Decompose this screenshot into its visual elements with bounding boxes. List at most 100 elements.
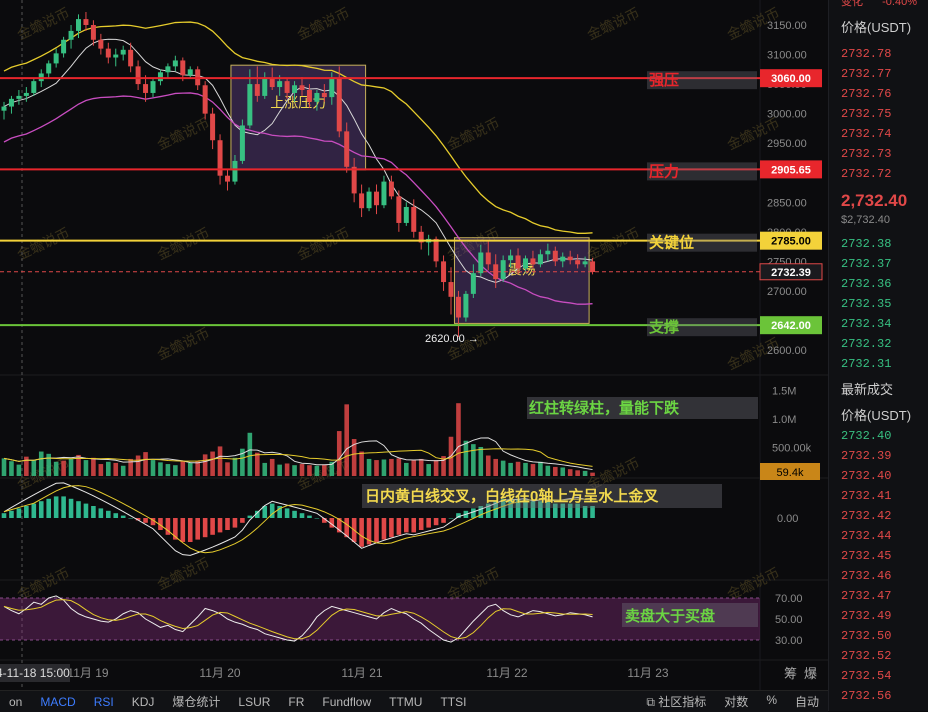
volume-bar (98, 464, 104, 476)
ask-price[interactable]: 2732.74 (841, 127, 892, 141)
volume-bar (61, 460, 66, 476)
macd-histogram-bar (38, 501, 44, 518)
bid-price[interactable]: 2732.31 (841, 357, 892, 371)
indicator-tab-kdj[interactable]: KDJ (131, 694, 155, 709)
ask-price[interactable]: 2732.77 (841, 67, 892, 81)
ask-price[interactable]: 2732.78 (841, 47, 892, 61)
trade-price: 2732.54 (841, 669, 892, 683)
top-strip: 变化 -0.40% (829, 0, 928, 8)
ask-price[interactable]: 2732.72 (841, 167, 892, 181)
indicator-tab-rsi[interactable]: RSI (93, 694, 114, 709)
candle-body (299, 85, 305, 90)
macd-histogram-bar (322, 518, 327, 523)
level-price-label: 2905.65 (771, 164, 811, 176)
macd-dea-line (3, 485, 593, 554)
current-price-badge (759, 263, 823, 281)
indicator-tab-fr[interactable]: FR (288, 694, 305, 709)
range-box-label: 震荡 (508, 261, 536, 277)
macd-histogram-bar (538, 501, 543, 518)
candle-body (448, 282, 454, 297)
volume-bar (359, 451, 364, 476)
candle-body (396, 196, 402, 223)
toolbar-option[interactable]: ⧉ 社区指标 (646, 695, 707, 709)
volume-annotation: 红柱转绿柱，量能下跌 (529, 399, 680, 417)
indicator-tab-lsur[interactable]: LSUR (238, 694, 271, 709)
candle (508, 249, 514, 268)
candle-body (336, 78, 342, 132)
candle (46, 60, 52, 79)
macd-histogram-bar (441, 518, 446, 523)
time-crosshair-badge (0, 664, 70, 682)
indicator-tab-ttmu[interactable]: TTMU (389, 694, 423, 709)
indicator-tab-on[interactable]: on (9, 694, 23, 709)
toolbar-option[interactable]: 对数 (724, 695, 749, 709)
candle (388, 175, 394, 200)
candle (217, 134, 223, 185)
bollinger-upper-line (3, 21, 593, 234)
candle (321, 84, 327, 102)
macd-histogram-bar (98, 508, 104, 518)
toolbar-option[interactable]: 自动 (794, 695, 819, 709)
volume-bar (247, 432, 253, 476)
macd-histogram-bar (523, 498, 528, 518)
bid-price[interactable]: 2732.38 (841, 237, 892, 251)
ask-price[interactable]: 2732.76 (841, 87, 892, 101)
bid-price[interactable]: 2732.32 (841, 337, 892, 351)
macd-histogram-bar (158, 518, 163, 530)
candle-body (582, 261, 588, 265)
indicator-tab-爆仓统计[interactable]: 爆仓统计 (172, 695, 221, 709)
candle (76, 14, 81, 38)
candle-body (515, 255, 521, 269)
volume-bar (83, 460, 89, 476)
level-name: 支撑 (648, 318, 679, 336)
level-price-label: 3060.00 (771, 73, 811, 85)
trade-price: 2732.50 (841, 629, 892, 643)
candle-body (254, 84, 260, 96)
indicator-toolbar: on MACD RSI KDJ 爆仓统计 LSUR FR Fundflow TTMU TTSI ⧉ … (0, 690, 828, 712)
candle-body (537, 254, 543, 265)
candle (455, 290, 461, 337)
chip-distribution-icon[interactable]: 筹 (784, 666, 797, 681)
macd-annotation: 日内黄白线交叉，白线在0轴上方呈水上金叉 (365, 487, 659, 505)
indicator-tab-fundflow[interactable]: Fundflow (322, 694, 372, 709)
volume-bar (389, 458, 394, 476)
bid-price[interactable]: 2732.34 (841, 317, 892, 331)
trades-title[interactable]: 最新成交 (841, 382, 894, 397)
candle-body (262, 78, 268, 96)
candle (120, 45, 126, 61)
macd-histogram-bar (135, 518, 141, 521)
macd-histogram-bar (255, 510, 260, 518)
volume-bar (180, 461, 186, 476)
bid-price[interactable]: 2732.36 (841, 277, 892, 291)
candle-body (277, 81, 283, 88)
indicator-tab-ttsi[interactable]: TTSI (440, 694, 467, 709)
watermark-text: 金蟾说币 (295, 225, 353, 263)
volume-bar (284, 463, 290, 476)
indicator-tab-macd[interactable]: MACD (40, 694, 76, 709)
candle (567, 250, 573, 265)
candle-body (314, 92, 320, 102)
macd-histogram-bar (493, 501, 498, 518)
macd-histogram-bar (61, 496, 66, 518)
level-price-label: 2785.00 (771, 236, 811, 248)
bid-price[interactable]: 2732.35 (841, 297, 892, 311)
toolbar-option[interactable]: % (766, 693, 777, 707)
macd-histogram-bar (240, 518, 245, 523)
macd-axis-tick: 0.00 (777, 513, 798, 525)
liquidation-icon[interactable]: 爆 (804, 666, 817, 681)
ask-price[interactable]: 2732.73 (841, 147, 892, 161)
ask-price[interactable]: 2732.75 (841, 107, 892, 121)
candle-body (8, 98, 14, 107)
candle (396, 190, 402, 232)
bid-price[interactable]: 2732.37 (841, 257, 892, 271)
macd-histogram-bar (485, 503, 491, 518)
price-chart[interactable]: 金蟾说币金蟾说币金蟾说币金蟾说币金蟾说币金蟾说币金蟾说币金蟾说币金蟾说币金蟾说币… (0, 0, 828, 690)
volume-bar (106, 461, 111, 476)
volume-bar (478, 446, 484, 476)
candle (105, 42, 111, 64)
candle-body (143, 84, 149, 93)
candle (344, 122, 350, 173)
volume-badge: 59.4k (777, 467, 804, 479)
candle-body (388, 181, 394, 197)
volume-bar (240, 448, 245, 476)
